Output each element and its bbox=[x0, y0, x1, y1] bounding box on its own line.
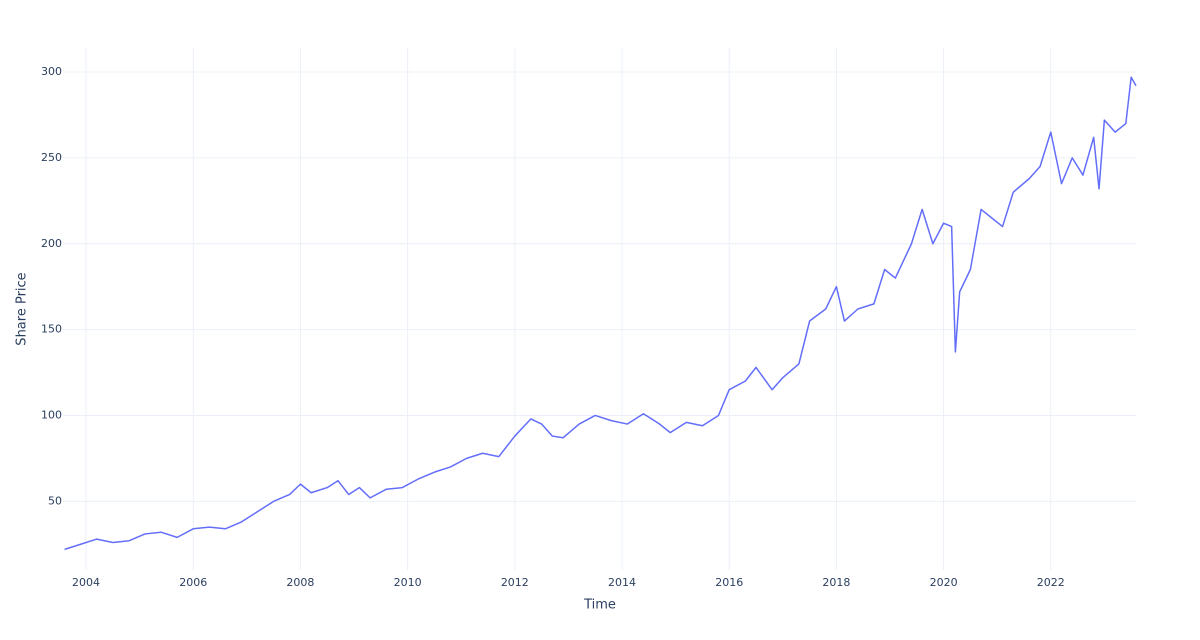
x-axis-title: Time bbox=[583, 598, 616, 613]
x-tick-label: 2018 bbox=[822, 576, 850, 589]
x-tick-label: 2010 bbox=[394, 576, 422, 589]
y-axis-title: Share Price bbox=[15, 272, 30, 345]
x-tick-label: 2008 bbox=[286, 576, 314, 589]
grid bbox=[63, 48, 1136, 570]
y-tick-label: 250 bbox=[41, 151, 62, 164]
x-tick-label: 2012 bbox=[501, 576, 529, 589]
y-tick-label: 300 bbox=[41, 65, 62, 78]
y-tick-label: 100 bbox=[41, 408, 62, 421]
y-tick-label: 200 bbox=[41, 237, 62, 250]
x-tick-label: 2022 bbox=[1037, 576, 1065, 589]
x-tick-label: 2016 bbox=[715, 576, 743, 589]
price-line bbox=[64, 76, 1137, 551]
y-tick-label: 150 bbox=[41, 323, 62, 336]
x-tick-label: 2006 bbox=[179, 576, 207, 589]
x-tick-label: 2014 bbox=[608, 576, 636, 589]
x-tick-label: 2020 bbox=[930, 576, 958, 589]
x-tick-label: 2004 bbox=[72, 576, 100, 589]
y-tick-label: 50 bbox=[48, 494, 62, 507]
